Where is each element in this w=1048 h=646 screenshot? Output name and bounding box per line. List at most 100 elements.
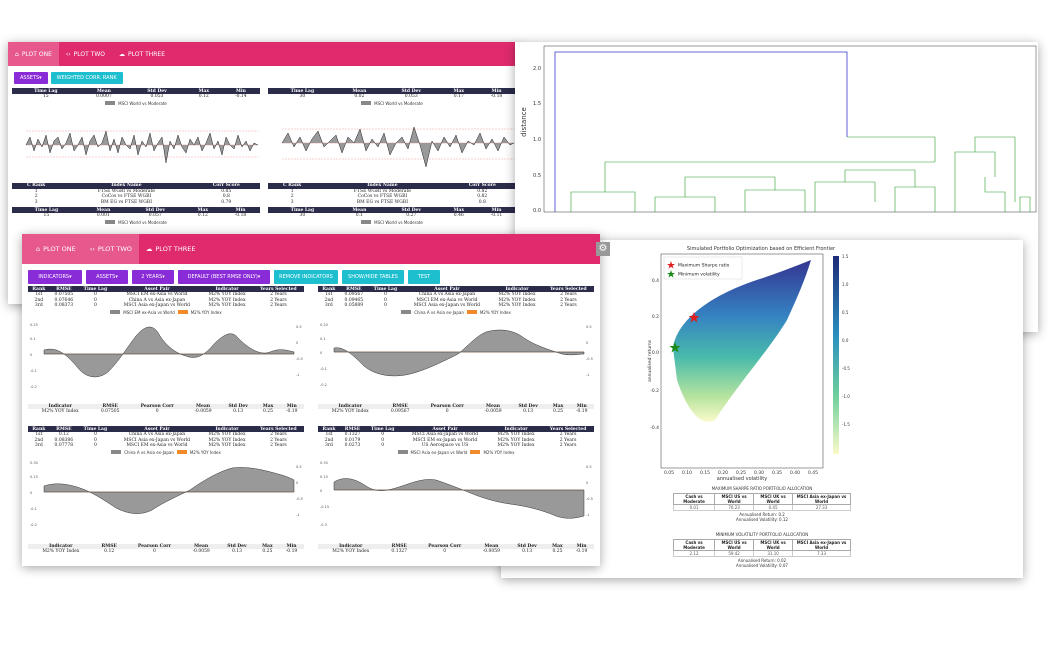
svg-text:-0.1: -0.1 xyxy=(30,369,37,373)
svg-text:-0.2: -0.2 xyxy=(320,383,327,387)
frontier-xlabel: annualised volatility xyxy=(717,476,767,482)
svg-text:-0.2: -0.2 xyxy=(30,523,37,527)
back-chart-legend-r2: MSCI World vs Moderate xyxy=(268,219,516,226)
svg-text:0: 0 xyxy=(586,341,588,345)
summary-table: Indicator RMSE Pearson Corr Mean Std Dev Max M… xyxy=(318,543,594,555)
front-tab-plot-two[interactable]: ‹› PLOT TWO xyxy=(82,234,139,264)
back-tab-plot-one[interactable]: ⌂ PLOT ONE xyxy=(8,42,59,66)
frontier-xtick: 0.45 xyxy=(808,470,818,476)
assets-dropdown-button-front[interactable]: ASSETS ▾ xyxy=(86,270,128,284)
back-chart-legend: MSCI World vs Moderate xyxy=(12,100,260,107)
back-tab-bar: ⌂ PLOT ONE ‹› PLOT TWO ☁ PLOT THREE xyxy=(8,42,518,66)
weighted-corr-rank-button[interactable]: WEIGHTED CORR. RANK xyxy=(50,72,123,84)
cbar-tick: 0.5 xyxy=(842,310,849,315)
years-dropdown-button[interactable]: 2 YEARS ▾ xyxy=(132,270,174,284)
summary-table: Indicator RMSE Pearson Corr Mean Std Dev Max M… xyxy=(318,403,594,415)
gear-icon[interactable]: ⚙ xyxy=(596,242,610,256)
rmse-mode-dropdown-button[interactable]: DEFAULT (BEST RMSE ONLY) ▾ xyxy=(178,270,270,284)
frontier-xtick: 0.35 xyxy=(772,470,782,476)
indicator-chart: 0.25 0.1 0 -0.1 -0.2 0.5 0 -0.5 -1 xyxy=(30,323,303,389)
back-rolling-corr-chart-r xyxy=(281,125,515,167)
svg-text:-0.5: -0.5 xyxy=(296,357,303,361)
min-volatility-volatility: Annualised Volatility: 0.07 xyxy=(736,563,788,568)
cloud-icon: ☁ xyxy=(119,50,126,58)
cbar-tick: 1.0 xyxy=(842,282,849,287)
max-sharpe-title: MAXIMUM SHARPE RATIO PORTFOLIO ALLOCATIO… xyxy=(711,486,813,491)
front-tab-plot-one[interactable]: ⌂ PLOT ONE xyxy=(22,234,83,264)
svg-text:0: 0 xyxy=(30,491,32,495)
assets-dropdown-button[interactable]: ASSETS ▾ xyxy=(14,72,48,84)
svg-text:-0.15: -0.15 xyxy=(320,505,329,509)
summary-table: Indicator RMSE Pearson Corr Mean Std Dev Max M… xyxy=(28,543,304,555)
back-panel-right: Time Lag Mean Std Dev Max Min 30 0.02 0.053 0.1… xyxy=(268,88,516,226)
svg-text:0.5: 0.5 xyxy=(586,465,592,469)
dendro-ytick: 0.5 xyxy=(533,173,541,179)
front-tab-plot-three[interactable]: ☁ PLOT THREE xyxy=(145,245,196,253)
svg-text:0: 0 xyxy=(320,489,322,493)
back-tab-plot-three[interactable]: ☁ PLOT THREE xyxy=(119,50,166,58)
legend-max-sharpe: Maximum Sharpe ratio xyxy=(678,263,730,269)
frontier-xtick: 0.30 xyxy=(754,470,764,476)
back-tab-plot-two[interactable]: ‹› PLOT TWO xyxy=(65,50,106,58)
dendrogram-ylabel: distance xyxy=(520,107,528,137)
remove-indicators-button[interactable]: REMOVE INDICATORS xyxy=(274,270,338,284)
svg-text:-0.2: -0.2 xyxy=(30,385,37,389)
min-volatility-return: Annualised Return: 0.02 xyxy=(737,558,787,563)
svg-text:0: 0 xyxy=(296,341,298,345)
back-rank-table-r: C Rank Index Name Corr Score 1 FTSE WGBI vs… xyxy=(268,182,516,206)
back-stats-table-2: Time Lag Mean Std Dev Max Min 15 0.001 0.057 0.… xyxy=(12,207,260,219)
legend-min-volatility: Minimum volatility xyxy=(678,272,720,278)
indicator-legend: China A vs Asia ex-Japan M2% YOY Index xyxy=(318,309,594,316)
frontier-xtick: 0.15 xyxy=(700,470,710,476)
svg-text:0: 0 xyxy=(30,353,32,357)
front-button-row: INDICATORS ▾ ASSETS ▾ 2 YEARS ▾ DEFAULT … xyxy=(22,264,600,290)
indicator-legend: MSCI EM ex-Asia vs World M2% YOY Index xyxy=(28,309,304,316)
max-sharpe-return: Annualised Return: 0.2 xyxy=(739,512,785,517)
show-hide-tables-button[interactable]: SHOW/HIDE TABLES xyxy=(342,270,404,284)
frontier-ytick: -0.2 xyxy=(650,388,659,394)
frontier-xtick: 0.20 xyxy=(718,470,728,476)
min-volatility-allocation: MINIMUM VOLATILITY PORTFOLIO ALLOCATION … xyxy=(672,532,851,568)
dendro-ytick: 1.0 xyxy=(533,137,541,143)
min-volatility-title: MINIMUM VOLATILITY PORTFOLIO ALLOCATION xyxy=(715,532,809,537)
frontier-xtick: 0.10 xyxy=(682,470,692,476)
svg-text:-0.5: -0.5 xyxy=(586,497,593,501)
indicator-legend: China A vs Asia ex-Japan M2% YOY Index xyxy=(28,449,304,456)
frontier-xtick: 0.05 xyxy=(664,470,674,476)
rank-table: Rank RMSE Time Lag Asset Pair Indicator Years… xyxy=(318,426,594,449)
svg-text:0.1: 0.1 xyxy=(30,337,36,341)
code-icon: ‹› xyxy=(65,50,71,58)
indicators-dropdown-button[interactable]: INDICATORS ▾ xyxy=(28,270,82,284)
cbar-tick: -0.5 xyxy=(842,366,850,371)
code-icon: ‹› xyxy=(89,245,95,253)
cbar-tick: -1.0 xyxy=(842,394,850,399)
cbar-tick: -1.5 xyxy=(842,422,850,427)
svg-text:-0.1: -0.1 xyxy=(30,507,37,511)
min-volatility-star xyxy=(669,342,681,353)
svg-text:0.5: 0.5 xyxy=(586,325,592,329)
test-button[interactable]: TEST xyxy=(408,270,440,284)
back-button-row: ASSETS ▾ WEIGHTED CORR. RANK xyxy=(8,66,518,90)
back-chart-legend-r: MSCI World vs Moderate xyxy=(268,100,516,107)
back-stats-table-r2: Time Lag Mean Std Dev Max Min 30 0.1 0.27 0.46-… xyxy=(268,207,516,219)
max-sharpe-allocation: MAXIMUM SHARPE RATIO PORTFOLIO ALLOCATIO… xyxy=(672,486,851,522)
svg-text:0.30: 0.30 xyxy=(320,461,328,465)
back-stats-table: Time Lag Mean Std Dev Max Min 15 0.0007 0.053 0… xyxy=(12,88,260,100)
svg-text:0.25: 0.25 xyxy=(30,323,38,327)
dendro-ytick: 2.0 xyxy=(533,66,541,72)
svg-text:-0.5: -0.5 xyxy=(586,357,593,361)
summary-table: Indicator RMSE Pearson Corr Mean Std Dev Max M… xyxy=(28,403,304,415)
indicator-chart: 0.30 0.15 0 -0.15 -0.3 0.5 0 -0.5 -1 xyxy=(320,461,593,527)
rank-table: Rank RMSE Time Lag Asset Pair Indicator Years… xyxy=(28,426,304,449)
rank-table: Rank RMSE Time Lag Asset Pair Indicator Years… xyxy=(28,286,304,309)
home-icon: ⌂ xyxy=(15,50,19,58)
cbar-tick: 0.0 xyxy=(842,338,849,343)
svg-text:0.5: 0.5 xyxy=(296,325,302,329)
frontier-ytick: -0.4 xyxy=(650,425,659,431)
min-volatility-table: Cash vs Moderate MSCI US vs World MSCI UK … xyxy=(672,539,851,557)
home-icon: ⌂ xyxy=(36,245,41,253)
dendro-ytick: 1.5 xyxy=(533,101,541,107)
max-sharpe-volatility: Annualised Volatility: 0.12 xyxy=(736,517,788,522)
svg-text:-1: -1 xyxy=(296,513,300,517)
indicator-panel-3: Rank RMSE Time Lag Asset Pair Indicator Years… xyxy=(28,426,304,555)
